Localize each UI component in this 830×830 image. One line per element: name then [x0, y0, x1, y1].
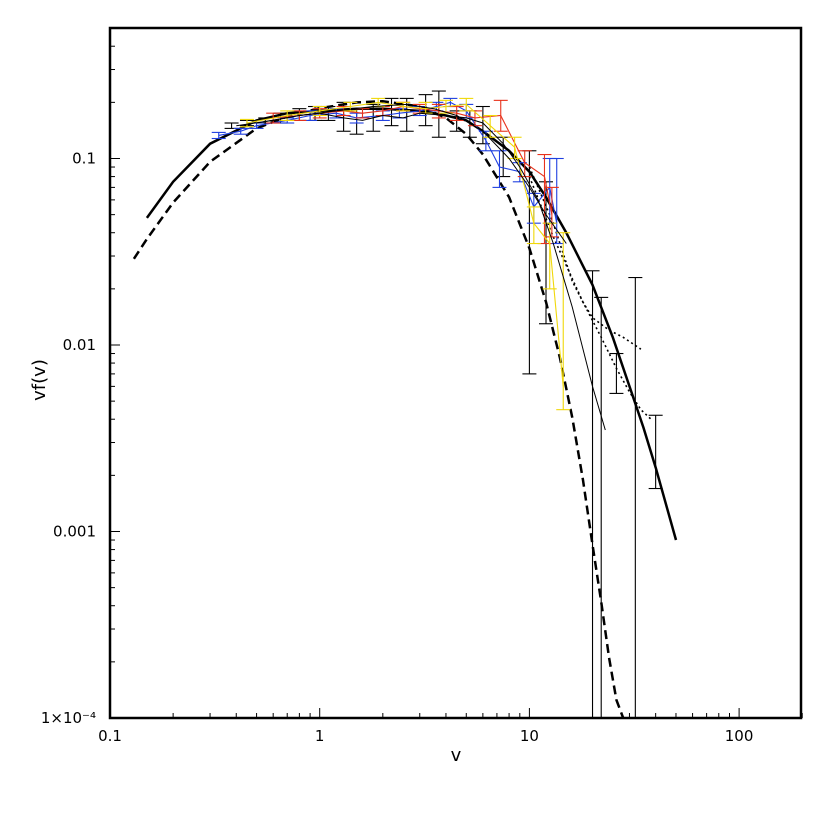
plot-frame: [108, 26, 803, 720]
y-tick-label: 1×10⁻⁴: [41, 709, 96, 727]
x-tick-label: 10: [520, 727, 539, 745]
y-axis-label: vf(v): [29, 359, 50, 401]
x-tick-label: 0.1: [98, 727, 122, 745]
y-tick-label: 0.001: [53, 523, 96, 541]
series-0: [145, 107, 678, 541]
tick-labels: 0.1 1 10 100 1×10⁻⁴ 0.001 0.01 0.1: [41, 150, 754, 746]
series-line: [256, 103, 567, 244]
y-tick-label: 0.1: [72, 150, 96, 168]
data-series: [132, 90, 678, 718]
series-1: [132, 99, 625, 718]
axes-frame: [108, 26, 803, 720]
series-4: [224, 90, 663, 718]
series-line: [132, 99, 625, 718]
y-tick-label: 0.01: [63, 336, 96, 354]
series-line: [145, 107, 678, 541]
series-6: [266, 99, 559, 245]
x-tick-label: 1: [315, 727, 325, 745]
series-line: [528, 176, 652, 420]
x-axis-label: v: [451, 745, 462, 766]
x-tick-label: 100: [725, 727, 754, 745]
series-line: [246, 101, 564, 387]
series-9: [256, 103, 567, 244]
series-3: [528, 176, 652, 420]
series-7: [239, 97, 571, 411]
